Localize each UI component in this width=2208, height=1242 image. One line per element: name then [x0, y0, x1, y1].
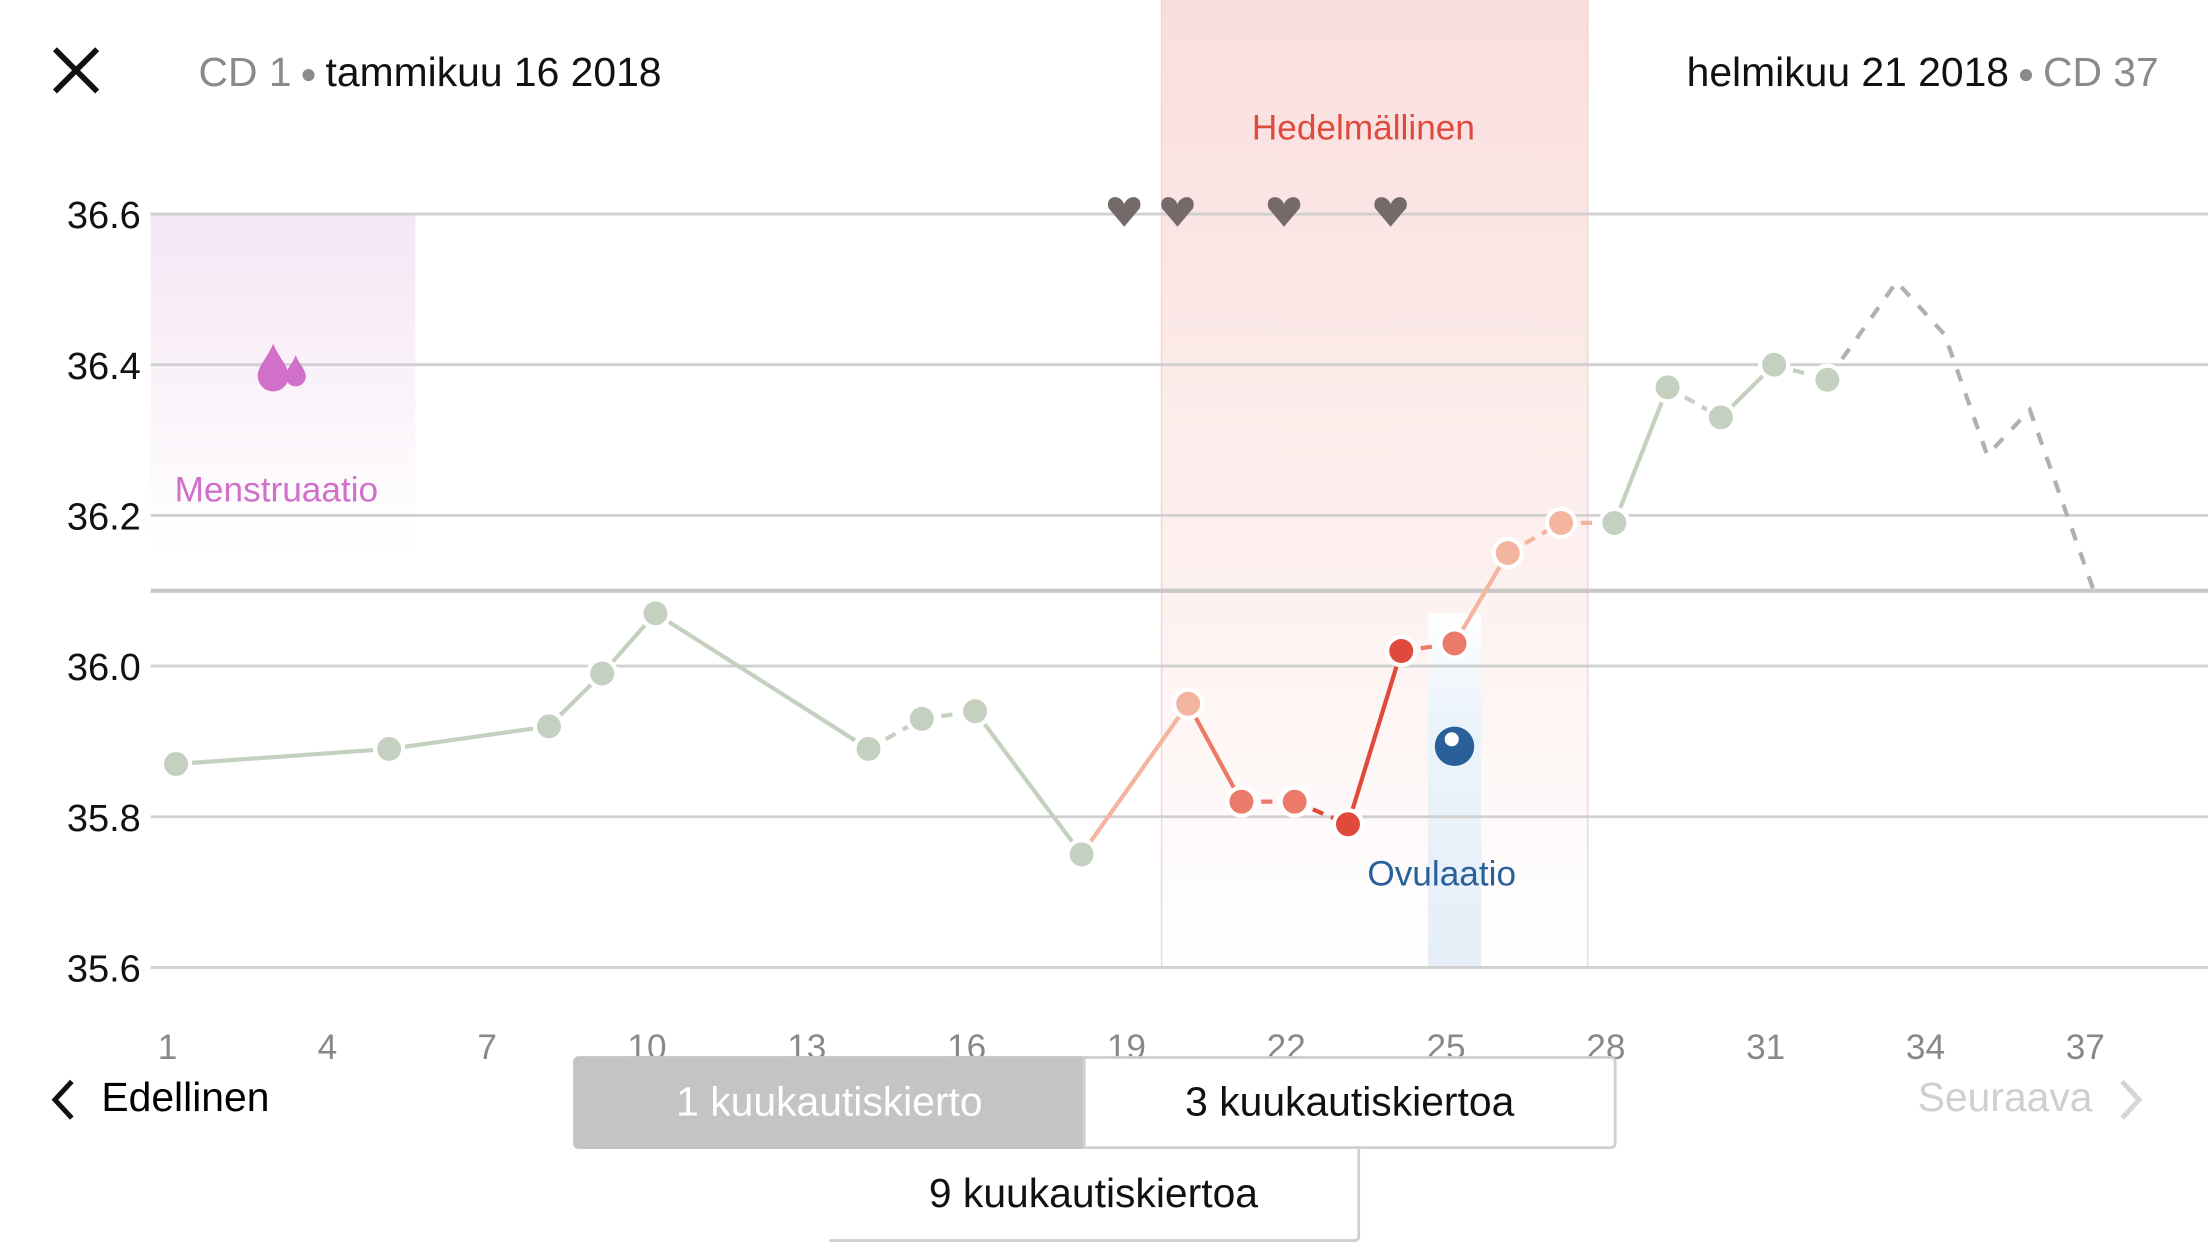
ovulation-label: Ovulaatio: [1367, 854, 1517, 895]
y-tick-label: 36.2: [67, 496, 141, 538]
end-date-label: helmikuu 21 2018 ● CD 37: [1687, 51, 2159, 97]
temperature-point: [1225, 785, 1258, 818]
x-tick-label: 7: [477, 1028, 497, 1067]
temperature-line-segment: [1612, 386, 1670, 524]
end-date: helmikuu 21 2018: [1686, 50, 2010, 96]
y-tick-label: 35.8: [67, 798, 141, 840]
start-cycle-day: CD 1: [198, 50, 292, 96]
menstruation-label: Menstruaatio: [174, 470, 379, 510]
x-tick-label: 37: [2066, 1028, 2105, 1067]
temperature-point: [905, 702, 939, 735]
y-tick-label: 36.6: [67, 195, 141, 237]
temperature-point: [1811, 363, 1844, 396]
start-date-label: CD 1 ● tammikuu 16 2018: [199, 51, 662, 97]
temperature-point: [958, 695, 992, 728]
next-label: Seuraava: [1917, 1075, 2093, 1121]
x-tick-label: 4: [318, 1028, 338, 1067]
temperature-point: [1757, 348, 1791, 381]
temperature-line-segment: [1452, 551, 1510, 645]
blood-drop-icon: [285, 355, 306, 387]
fertile-window-label: Hedelmällinen: [1251, 108, 1475, 148]
temperature-point: [1385, 634, 1418, 668]
heart-icon: [1267, 197, 1301, 227]
temperature-point: [585, 657, 619, 690]
previous-button[interactable]: Edellinen: [51, 1075, 270, 1122]
close-icon: [52, 47, 100, 94]
heart-icon: [1161, 197, 1194, 227]
y-tick-label: 35.6: [67, 948, 141, 990]
temperature-point: [1065, 838, 1098, 871]
segment-3-cycles[interactable]: 3 kuukautiskiertoa: [1082, 1056, 1617, 1150]
temperature-line-segment: [1345, 650, 1404, 825]
next-button[interactable]: Seuraava: [1918, 1076, 2144, 1122]
ovulation-band: [1427, 613, 1482, 968]
heart-icon: [1374, 197, 1407, 227]
predicted-temperature-line: [1825, 278, 2096, 592]
temperature-point: [1171, 687, 1205, 720]
end-cycle-day: CD 37: [2042, 50, 2159, 96]
chevron-right-icon: [2120, 1079, 2143, 1120]
segment-9-cycles[interactable]: 9 kuukautiskiertoa: [829, 1149, 1361, 1242]
temperature-point: [1491, 536, 1524, 570]
heart-icon: [1108, 197, 1141, 227]
chevron-left-icon: [51, 1079, 74, 1120]
start-date: tammikuu 16 2018: [325, 50, 662, 96]
x-tick-label: 34: [1906, 1028, 1945, 1067]
x-tick-label: 31: [1746, 1028, 1785, 1067]
x-tick-label: 1: [158, 1028, 178, 1067]
temperature-line-segment: [654, 611, 870, 751]
separator-dot: ●: [300, 58, 318, 90]
blood-drop-icon: [257, 343, 289, 392]
previous-label: Edellinen: [101, 1075, 270, 1121]
temperature-point: [639, 597, 672, 630]
temperature-line-segment: [973, 710, 1084, 856]
temperature-line-segment: [1186, 702, 1244, 803]
close-button[interactable]: [51, 45, 102, 96]
ovulation-marker-icon: [1434, 726, 1475, 767]
y-tick-label: 36.0: [67, 647, 141, 689]
temperature-point: [1278, 785, 1311, 818]
temperature-point: [1598, 506, 1631, 540]
temperature-point: [852, 732, 885, 766]
temperature-point: [372, 732, 406, 766]
ovulation-marker-highlight: [1444, 732, 1459, 747]
temperature-point: [159, 747, 193, 781]
temperature-point: [1438, 627, 1471, 660]
temperature-point: [532, 710, 566, 743]
temperature-point: [1544, 506, 1578, 540]
y-tick-label: 36.4: [67, 346, 141, 388]
temperature-point: [1651, 371, 1684, 404]
temperature-point: [1704, 401, 1738, 434]
separator-dot: ●: [2017, 58, 2035, 90]
segment-1-cycle[interactable]: 1 kuukautiskierto: [573, 1056, 1086, 1150]
temperature-point: [1331, 808, 1365, 841]
temperature-line-segment: [1079, 702, 1190, 856]
temperature-line-segment: [175, 746, 390, 767]
temperature-line-segment: [388, 724, 550, 752]
